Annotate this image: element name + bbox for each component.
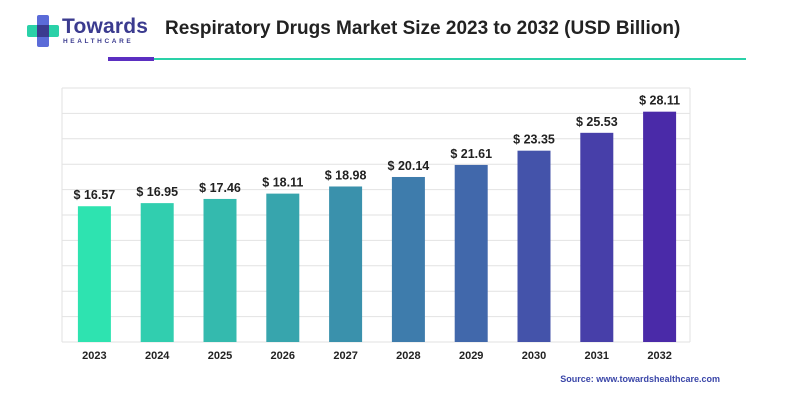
value-label-2028: $ 20.14	[388, 159, 430, 173]
bar-2023	[77, 206, 111, 342]
brand-name: Towards	[62, 15, 149, 38]
bar-2024	[140, 203, 174, 342]
source-note: Source: www.towardshealthcare.com	[560, 374, 720, 384]
brand-subtitle: HEALTHCARE	[63, 38, 134, 45]
bar-2026	[266, 193, 300, 342]
x-tick-label-2032: 2032	[647, 350, 671, 362]
header-divider	[154, 58, 746, 60]
value-label-2026: $ 18.11	[262, 176, 303, 190]
x-tick-label-2030: 2030	[522, 350, 546, 362]
value-labels-group: $ 16.57 $ 16.95 $ 17.46 $ 18.11 $ 18.98 $ 20.…	[74, 94, 681, 203]
bar-2025	[203, 198, 237, 342]
chart-header: Towards HEALTHCARE Respiratory Drugs Mar…	[0, 0, 800, 62]
x-tick-label-2023: 2023	[82, 350, 106, 362]
value-label-2030: $ 23.35	[513, 133, 555, 147]
bar-2027	[329, 186, 363, 342]
value-label-2023: $ 16.57	[74, 188, 116, 202]
header-accent-bar	[108, 57, 154, 61]
value-label-2029: $ 21.61	[450, 147, 492, 161]
x-tick-label-2028: 2028	[396, 350, 420, 362]
chart-title: Respiratory Drugs Market Size 2023 to 20…	[165, 18, 681, 39]
value-label-2032: $ 28.11	[639, 94, 680, 108]
bar-2032	[643, 111, 677, 342]
x-tick-labels-group: 2023 2024 2025 2026 2027 2028 2029 2030 2031 2032	[82, 350, 672, 362]
value-label-2024: $ 16.95	[136, 185, 178, 199]
x-tick-label-2024: 2024	[145, 350, 170, 362]
x-tick-label-2029: 2029	[459, 350, 483, 362]
bar-2028	[391, 176, 425, 342]
bar-2029	[454, 164, 488, 342]
x-tick-label-2031: 2031	[585, 350, 609, 362]
value-label-2025: $ 17.46	[199, 181, 241, 195]
value-label-2027: $ 18.98	[325, 168, 367, 182]
bars-group	[77, 111, 677, 342]
value-label-2031: $ 25.53	[576, 115, 618, 129]
brand-logo: Towards HEALTHCARE	[26, 14, 156, 50]
bar-2031	[580, 132, 614, 342]
brand-cross-icon	[27, 15, 59, 47]
x-tick-label-2025: 2025	[208, 350, 232, 362]
x-tick-label-2026: 2026	[271, 350, 295, 362]
bar-2030	[517, 150, 551, 342]
x-tick-label-2027: 2027	[333, 350, 357, 362]
